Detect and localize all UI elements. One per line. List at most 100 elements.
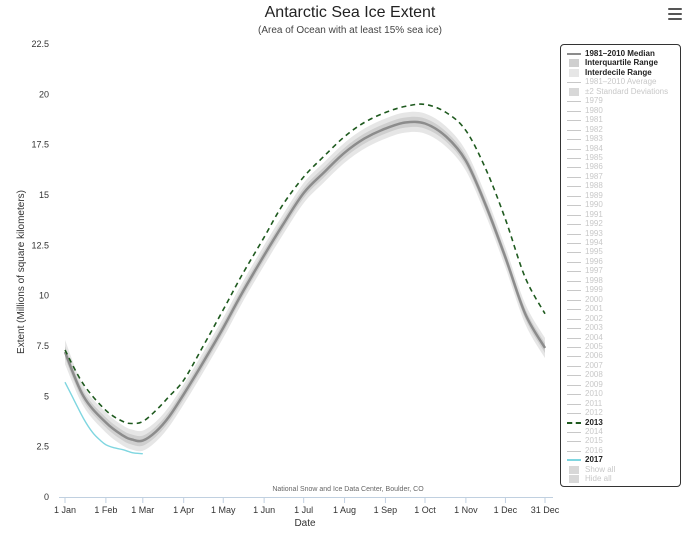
- legend-label: 1998: [585, 275, 603, 285]
- legend-item[interactable]: 2014: [567, 427, 603, 437]
- legend-label: 1987: [585, 171, 603, 181]
- legend-item[interactable]: 1988: [567, 181, 603, 191]
- y-tick-label: 10: [39, 291, 49, 301]
- legend-label: 1980: [585, 105, 603, 115]
- legend-symbol: [567, 342, 581, 352]
- legend-item[interactable]: 1991: [567, 210, 603, 220]
- legend-symbol: [567, 436, 581, 446]
- legend-item[interactable]: 2001: [567, 304, 603, 314]
- legend-item[interactable]: 2007: [567, 361, 603, 371]
- legend-label: Show all: [585, 464, 616, 474]
- legend-item[interactable]: 1998: [567, 276, 603, 286]
- legend-symbol: [567, 370, 581, 380]
- legend-symbol: [567, 219, 581, 229]
- x-tick-label: 1 Jun: [253, 505, 275, 515]
- legend-item[interactable]: 1993: [567, 229, 603, 239]
- legend-item[interactable]: 2000: [567, 295, 603, 305]
- legend-item[interactable]: 1981: [567, 115, 603, 125]
- legend-symbol: [567, 238, 581, 248]
- legend-symbol: [567, 389, 581, 399]
- legend-symbol: [567, 351, 581, 361]
- legend-label: 2017: [585, 455, 603, 465]
- legend-symbol: [567, 418, 581, 428]
- legend-item[interactable]: 1986: [567, 162, 603, 172]
- legend-label: 2012: [585, 408, 603, 418]
- x-tick-label: 1 Mar: [131, 505, 154, 515]
- legend-item[interactable]: 1979: [567, 96, 603, 106]
- legend-item[interactable]: 1997: [567, 266, 603, 276]
- legend-symbol: [567, 68, 581, 78]
- legend-item[interactable]: 2004: [567, 333, 603, 343]
- legend-item[interactable]: 2011: [567, 399, 602, 409]
- x-axis-label: Date: [294, 518, 316, 529]
- legend-item[interactable]: 1983: [567, 134, 603, 144]
- legend-item[interactable]: Interquartile Range: [567, 58, 658, 68]
- x-tick-label: 1 Oct: [414, 505, 436, 515]
- legend-symbol: [567, 266, 581, 276]
- legend-label: 2008: [585, 370, 603, 380]
- legend-label: 2007: [585, 360, 603, 370]
- legend-item[interactable]: ±2 Standard Deviations: [567, 87, 668, 97]
- interdecile-band: [65, 111, 545, 452]
- legend-symbol: [567, 162, 581, 172]
- legend-item[interactable]: 1985: [567, 153, 603, 163]
- x-tick-label: 1 Aug: [333, 505, 356, 515]
- legend-label: 1983: [585, 134, 603, 144]
- legend-item[interactable]: 1990: [567, 200, 603, 210]
- x-tick-label: 1 Dec: [494, 505, 518, 515]
- legend-item[interactable]: 1980: [567, 106, 603, 116]
- legend-item[interactable]: 1994: [567, 238, 603, 248]
- legend-item[interactable]: 1987: [567, 172, 603, 182]
- legend-item[interactable]: 1981–2010 Median: [567, 49, 655, 59]
- legend-item[interactable]: 2003: [567, 323, 603, 333]
- legend-label: 1992: [585, 219, 603, 229]
- legend-symbol: [567, 276, 581, 286]
- legend-symbol: [567, 172, 581, 182]
- x-tick-label: 1 Jan: [54, 505, 76, 515]
- legend-symbol: [567, 446, 581, 456]
- legend-item[interactable]: 2012: [567, 408, 603, 418]
- legend-symbol: [567, 295, 581, 305]
- legend-symbol: [567, 181, 581, 191]
- legend-item[interactable]: 1992: [567, 219, 603, 229]
- legend-label: 1986: [585, 162, 603, 172]
- legend-symbol: [567, 427, 581, 437]
- legend-item[interactable]: Show all: [567, 465, 615, 475]
- legend-item[interactable]: 2013: [567, 418, 603, 428]
- legend-symbol: [567, 229, 581, 239]
- legend-label: 2005: [585, 341, 603, 351]
- legend-label: 2006: [585, 351, 603, 361]
- hamburger-menu-icon[interactable]: [668, 8, 682, 20]
- legend-item[interactable]: 1999: [567, 285, 603, 295]
- legend-item[interactable]: 2002: [567, 314, 603, 324]
- legend-symbol: [567, 115, 581, 125]
- legend-item[interactable]: 2005: [567, 342, 603, 352]
- legend-item[interactable]: 1996: [567, 257, 603, 267]
- legend-label: 1991: [585, 209, 603, 219]
- legend-item[interactable]: Interdecile Range: [567, 68, 652, 78]
- legend-symbol: [567, 153, 581, 163]
- legend-label: 1988: [585, 181, 603, 191]
- legend-item[interactable]: 1981–2010 Average: [567, 77, 656, 87]
- legend-item[interactable]: 2006: [567, 351, 603, 361]
- legend-item[interactable]: 1989: [567, 191, 603, 201]
- legend-label: 2014: [585, 427, 603, 436]
- legend-item[interactable]: 2017: [567, 455, 603, 465]
- legend-symbol: [567, 191, 581, 201]
- legend: 1981–2010 Median Interquartile Range Inter…: [560, 44, 681, 487]
- legend-item[interactable]: 2010: [567, 389, 603, 399]
- legend-item[interactable]: 1982: [567, 125, 603, 135]
- legend-item[interactable]: 1995: [567, 247, 603, 257]
- legend-symbol: [567, 465, 581, 475]
- credit-text: National Snow and Ice Data Center, Bould…: [272, 486, 424, 493]
- legend-item[interactable]: 2009: [567, 380, 603, 390]
- legend-item[interactable]: 2015: [567, 436, 603, 446]
- legend-item[interactable]: 2008: [567, 370, 603, 380]
- x-tick-label: 1 Feb: [94, 505, 117, 515]
- legend-item[interactable]: Hide all: [567, 474, 612, 484]
- legend-item[interactable]: 2016: [567, 446, 603, 456]
- legend-item[interactable]: 1984: [567, 144, 603, 154]
- legend-symbol: [567, 474, 581, 484]
- legend-label: 1996: [585, 256, 603, 266]
- legend-label: 2001: [585, 304, 603, 314]
